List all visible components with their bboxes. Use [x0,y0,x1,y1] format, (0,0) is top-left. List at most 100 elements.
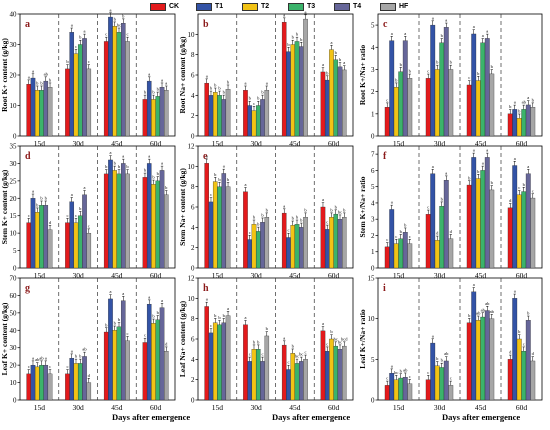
significance-letter: ab [490,309,495,314]
significance-letter: a [391,363,393,368]
significance-letter: b [210,86,213,91]
significance-letter: b [118,317,121,322]
significance-letter: a [148,294,150,299]
bar-t4 [221,99,227,137]
bar-hf [530,107,536,137]
bar-t4 [525,320,531,401]
significance-letter: c [326,341,328,346]
bar-t2 [434,365,440,401]
y-tick-label: 30 [10,344,18,352]
y-tick-label: 20 [10,195,18,203]
significance-letter: a [32,355,34,360]
significance-letter: c [532,188,534,193]
significance-letter: b [45,195,48,200]
x-tick-label: 15d [393,403,405,412]
significance-letter: b [214,172,217,177]
y-axis-label: Root Na+ content (g/kg) [178,36,187,113]
y-tick-label: 0 [371,397,375,405]
bar-t4 [298,361,304,401]
significance-letter: a [161,161,163,166]
significance-letter: b [40,80,43,85]
significance-letter: c [518,185,520,190]
significance-letter: a [322,197,324,202]
bar-t2 [34,90,40,137]
significance-letter: d [509,350,512,355]
bar-t4 [159,307,165,401]
bar-t2 [434,69,440,137]
bar-ck [384,385,390,401]
significance-letter: b [36,202,39,207]
bar-ck [26,222,31,269]
y-tick-label: 8 [191,315,195,323]
bar-hf [163,90,169,137]
significance-letter: b [296,215,299,220]
x-tick-label: 30d [251,139,263,148]
bar-t1 [69,358,75,401]
significance-letter: c [49,364,51,369]
y-axis-label: Root K+ content (g/kg) [0,38,9,112]
legend-item-t3: T3 [288,1,315,12]
y-tick-label: 4 [371,44,375,52]
significance-letter: c [427,205,429,210]
significance-letter: b [532,97,535,102]
bar-t1 [208,332,214,401]
significance-letter: a [148,71,150,76]
significance-letter: a [109,150,111,155]
bar-t4 [159,170,165,269]
bar-ck [65,222,70,269]
bar-t1 [108,159,113,269]
bar-t1 [471,291,477,401]
significance-letter: b [491,180,494,185]
significance-letter: b [441,33,444,38]
bar-t2 [112,330,118,401]
legend-swatch [288,2,304,11]
significance-letter: b [165,185,168,190]
y-tick-label: 70 [10,275,18,283]
significance-letter: d [49,220,52,225]
x-tick-label: 60d [516,139,528,148]
bar-ck [243,191,248,269]
significance-letter: b [261,212,264,217]
significance-letter: a [322,62,324,67]
bar-t2 [393,87,399,137]
y-tick-label: 20 [10,362,18,370]
y-tick-label: 12 [188,275,196,283]
bar-hf [225,315,231,401]
legend-swatch [196,2,212,11]
panel-letter: e [203,151,208,162]
significance-letter: bc [394,370,398,375]
significance-letter: a [244,80,246,85]
significance-letter: a [283,335,285,340]
y-tick-label: 20 [10,72,18,80]
bar-t2 [329,338,334,401]
significance-letter: c [409,234,411,239]
significance-letter: b [144,168,147,173]
bar-t3 [116,173,122,269]
significance-letter: b [343,207,346,212]
bar-hf [303,359,308,401]
significance-letter: c [409,374,411,379]
y-tick-label: 10 [10,379,18,387]
bar-t2 [34,366,40,401]
bar-t2 [516,118,522,137]
x-tick-label: 60d [150,403,162,412]
x-tick-label: 15d [34,271,46,280]
y-tick-label: 6 [191,204,195,212]
significance-letter: b [257,339,260,344]
significance-letter: b [253,339,256,344]
legend-label: T2 [261,3,270,10]
significance-letter: c [66,213,68,218]
y-axis-label: Leaf K+ content (g/kg) [0,302,9,375]
x-tick-label: 15d [212,271,224,280]
bar-hf [448,69,454,137]
bar-t4 [43,205,49,269]
bar-t1 [324,351,330,401]
bar-t4 [402,377,408,401]
x-tick-label: 15d [393,271,405,280]
y-tick-label: 10 [188,295,196,303]
significance-letter: a [283,12,285,17]
bar-hf [86,382,92,401]
y-tick-label: 35 [10,143,18,151]
significance-letter: b [218,315,221,320]
y-tick-label: 0 [13,397,17,405]
